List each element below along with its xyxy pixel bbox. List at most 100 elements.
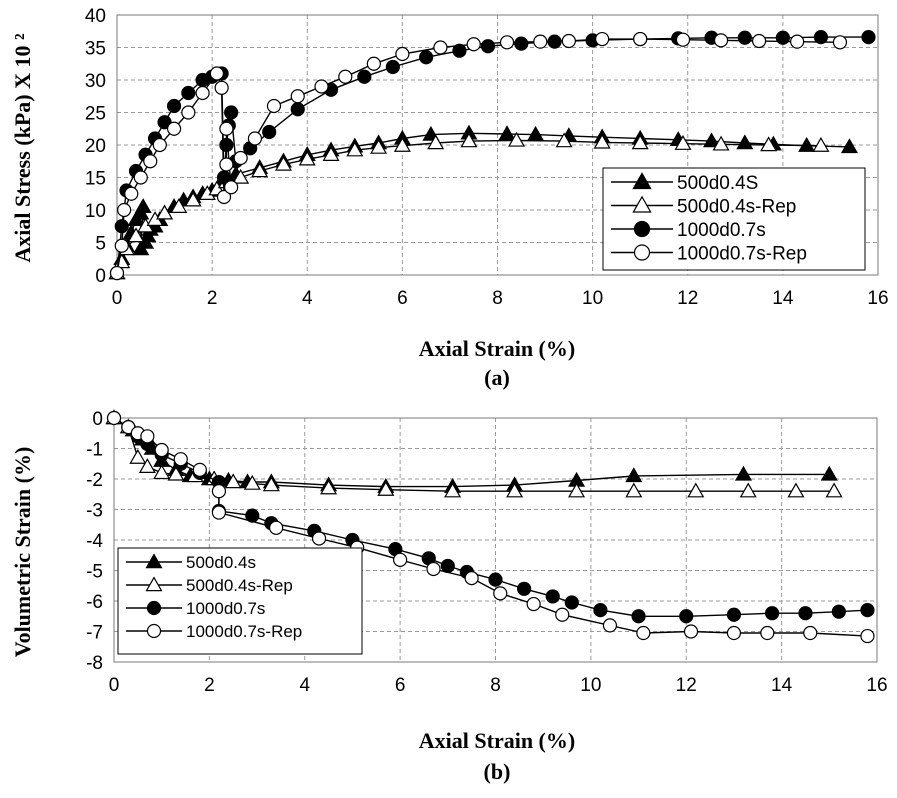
panel-b-x-tick-labels: 0 2 4 6 8 10 12 14 16 bbox=[109, 675, 888, 696]
data-point bbox=[760, 625, 775, 641]
x-tick-label: 10 bbox=[582, 288, 603, 309]
data-point bbox=[493, 586, 508, 601]
data-point bbox=[385, 59, 400, 75]
x-tick-label: 12 bbox=[677, 288, 698, 309]
y-tick-label: -8 bbox=[86, 653, 103, 674]
data-point bbox=[440, 558, 455, 574]
data-point bbox=[184, 191, 202, 207]
data-point bbox=[106, 410, 122, 426]
y-tick-label: 0 bbox=[95, 266, 106, 287]
data-point bbox=[266, 98, 282, 114]
data-point bbox=[625, 482, 643, 498]
data-point bbox=[760, 136, 778, 152]
data-point bbox=[840, 138, 858, 154]
data-point bbox=[262, 476, 280, 492]
data-point bbox=[683, 624, 699, 639]
data-point bbox=[593, 133, 611, 149]
legend-entry: 500d0.4S bbox=[677, 173, 758, 194]
data-point bbox=[499, 35, 515, 50]
data-point bbox=[166, 98, 182, 114]
y-tick-label: -3 bbox=[86, 501, 103, 522]
x-tick-label: 2 bbox=[204, 675, 215, 696]
y-tick-label: -5 bbox=[86, 562, 103, 583]
legend-entry: 500d0.4s-Rep bbox=[186, 576, 293, 595]
data-point bbox=[117, 202, 132, 218]
data-point bbox=[419, 50, 434, 65]
y-tick-label: 25 bbox=[85, 104, 106, 125]
data-point bbox=[338, 69, 353, 84]
data-point bbox=[466, 37, 481, 52]
data-point bbox=[219, 121, 234, 136]
data-point bbox=[764, 606, 780, 621]
x-tick-label: 4 bbox=[302, 288, 313, 309]
y-tick-label: -6 bbox=[86, 592, 103, 613]
data-point bbox=[167, 465, 185, 481]
data-point bbox=[593, 603, 608, 618]
data-point bbox=[555, 132, 573, 148]
y-tick-label: -1 bbox=[86, 440, 103, 461]
data-point bbox=[831, 604, 846, 619]
y-tick-label: 0 bbox=[92, 409, 103, 430]
data-point bbox=[192, 462, 207, 477]
data-point bbox=[820, 465, 838, 481]
data-point bbox=[787, 482, 805, 498]
data-point bbox=[737, 30, 752, 45]
data-point bbox=[262, 124, 277, 140]
y-tick-label: 35 bbox=[85, 39, 106, 60]
legend-entry: 500d0.4s bbox=[186, 553, 256, 572]
data-point bbox=[726, 607, 742, 622]
data-point bbox=[314, 79, 329, 94]
data-point bbox=[545, 589, 560, 604]
data-point bbox=[480, 39, 496, 54]
data-point bbox=[798, 136, 816, 152]
panel-b-plot-frame bbox=[113, 417, 878, 663]
data-point bbox=[803, 625, 818, 641]
legend-entry: 1000d0.7s bbox=[186, 599, 265, 618]
panel-a-x-tick-labels: 0 2 4 6 8 10 12 14 16 bbox=[112, 288, 889, 309]
panel-b-y-tick-labels: 0 -1 -2 -3 -4 -5 -6 -7 -8 bbox=[86, 409, 103, 674]
data-point bbox=[675, 32, 691, 47]
data-point bbox=[751, 33, 767, 49]
panel-a-plot-frame bbox=[116, 14, 879, 276]
y-tick-label: -2 bbox=[86, 470, 103, 491]
panel-a-y-tick-labels: 0 5 10 15 20 25 30 35 40 bbox=[85, 6, 106, 287]
panel-a-y-axis-label: Axial Stress (kPa) X 10 ² bbox=[10, 33, 35, 263]
data-point bbox=[290, 102, 305, 117]
data-point bbox=[517, 581, 532, 596]
panel-b-panel-label: (b) bbox=[484, 759, 511, 784]
data-point bbox=[460, 132, 478, 148]
legend-marker bbox=[145, 576, 163, 592]
data-point bbox=[444, 482, 462, 498]
legend-marker bbox=[633, 244, 651, 261]
data-point bbox=[726, 625, 742, 641]
data-point bbox=[533, 34, 548, 49]
panel-a-panel-label: (a) bbox=[484, 365, 510, 390]
data-point bbox=[127, 227, 145, 243]
data-point bbox=[233, 150, 248, 166]
x-tick-label: 16 bbox=[866, 675, 887, 696]
data-point bbox=[195, 85, 210, 101]
data-point bbox=[679, 609, 694, 624]
data-point bbox=[274, 155, 292, 171]
data-point bbox=[170, 198, 188, 213]
data-point bbox=[152, 137, 167, 153]
legend-marker bbox=[632, 195, 652, 213]
data-point bbox=[357, 69, 372, 84]
data-point bbox=[713, 33, 729, 48]
y-tick-label: 10 bbox=[85, 201, 106, 222]
series-4 bbox=[109, 31, 848, 281]
data-point bbox=[173, 452, 188, 467]
data-point bbox=[813, 29, 829, 45]
data-point bbox=[734, 465, 752, 481]
data-point bbox=[568, 482, 586, 498]
data-point bbox=[109, 265, 125, 281]
panel-b-x-axis-label: Axial Strain (%) bbox=[419, 728, 575, 753]
data-point bbox=[832, 35, 848, 50]
data-point bbox=[129, 448, 147, 464]
data-point bbox=[320, 479, 338, 495]
data-point bbox=[393, 136, 411, 152]
panel-b-legend: 500d0.4s 500d0.4s-Rep 1000d0.7s 1000d0.7s-R… bbox=[117, 547, 363, 655]
data-point bbox=[290, 89, 305, 104]
y-tick-label: 30 bbox=[85, 71, 106, 92]
x-tick-label: 8 bbox=[490, 675, 501, 696]
